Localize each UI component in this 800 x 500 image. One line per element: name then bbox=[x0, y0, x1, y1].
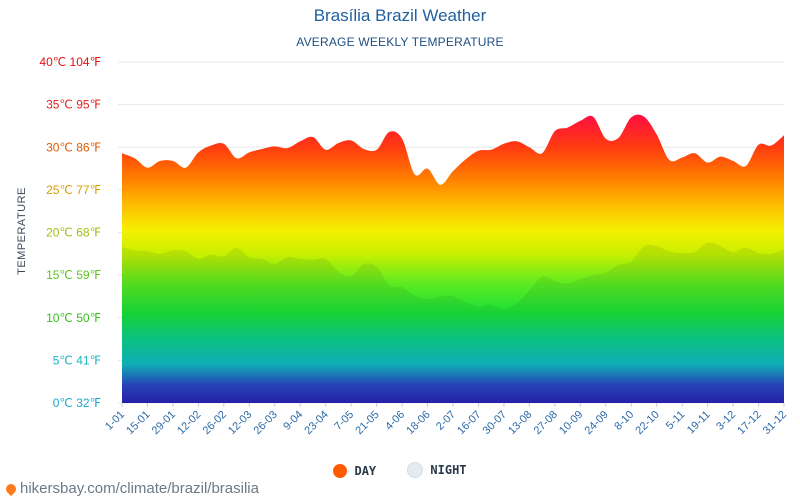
legend-item-night[interactable]: NIGHT bbox=[407, 462, 467, 478]
location-pin-icon bbox=[3, 481, 19, 496]
chart-subtitle: AVERAGE WEEKLY TEMPERATURE bbox=[296, 35, 504, 49]
night-series-area bbox=[122, 242, 784, 403]
source-url: hikersbay.com/climate/brazil/brasilia bbox=[20, 480, 259, 497]
x-tick-label: 5-11 bbox=[664, 409, 687, 432]
x-tick-label: 10-09 bbox=[557, 409, 585, 437]
x-tick-label: 16-07 bbox=[455, 409, 483, 437]
x-tick-label: 31-12 bbox=[761, 409, 789, 437]
source-link[interactable]: hikersbay.com/climate/brazil/brasilia bbox=[3, 480, 259, 497]
x-tick-label: 12-03 bbox=[226, 409, 254, 437]
y-tick-label: 30℃ 86℉ bbox=[46, 140, 101, 154]
x-tick-label: 29-01 bbox=[150, 409, 178, 437]
legend-night-dot bbox=[407, 462, 424, 478]
x-tick-label: 15-01 bbox=[124, 409, 152, 437]
x-tick-label: 19-11 bbox=[685, 409, 713, 437]
legend-day-dot bbox=[333, 464, 348, 478]
x-tick-label: 23-04 bbox=[302, 409, 330, 437]
y-tick-label: 35℃ 95℉ bbox=[46, 98, 101, 112]
x-tick-label: 22-10 bbox=[633, 409, 661, 437]
legend-item-day[interactable]: DAY bbox=[333, 464, 376, 478]
x-tick-label: 27-08 bbox=[532, 409, 560, 437]
legend-night-label: NIGHT bbox=[430, 463, 467, 477]
x-tick-label: 24-09 bbox=[583, 409, 611, 437]
x-tick-label: 13-08 bbox=[506, 409, 534, 437]
y-axis-label: TEMPERATURE bbox=[16, 187, 28, 275]
x-tick-label: 18-06 bbox=[404, 409, 432, 437]
day-series-area bbox=[122, 114, 784, 404]
legend-day-label: DAY bbox=[354, 464, 377, 478]
temperature-areas bbox=[122, 114, 784, 404]
y-tick-label: 0℃ 32℉ bbox=[53, 396, 101, 410]
y-tick-label: 20℃ 68℉ bbox=[46, 226, 101, 240]
x-tick-label: 17-12 bbox=[735, 409, 763, 437]
x-tick-label: 26-02 bbox=[201, 409, 229, 437]
y-axis-ticks: 0℃ 32℉ 5℃ 41℉ 10℃ 50℉ 15℃ 59℉ 20℃ 68℉ 25℃ 77℉… bbox=[39, 55, 101, 410]
x-tick-label: 30-07 bbox=[481, 409, 509, 437]
x-tick-label: 21-05 bbox=[353, 409, 381, 437]
x-tick-label: 12-02 bbox=[175, 409, 203, 437]
y-tick-label: 25℃ 77℉ bbox=[46, 183, 101, 197]
y-tick-label: 15℃ 59℉ bbox=[46, 268, 101, 282]
y-tick-label: 5℃ 41℉ bbox=[53, 353, 101, 367]
y-tick-label: 10℃ 50℉ bbox=[46, 311, 101, 325]
legend: DAY NIGHT bbox=[0, 462, 800, 481]
chart-title: Brasília Brazil Weather bbox=[313, 6, 487, 25]
x-tick-label: 26-03 bbox=[252, 409, 280, 437]
y-tick-label: 40℃ 104℉ bbox=[39, 55, 101, 69]
